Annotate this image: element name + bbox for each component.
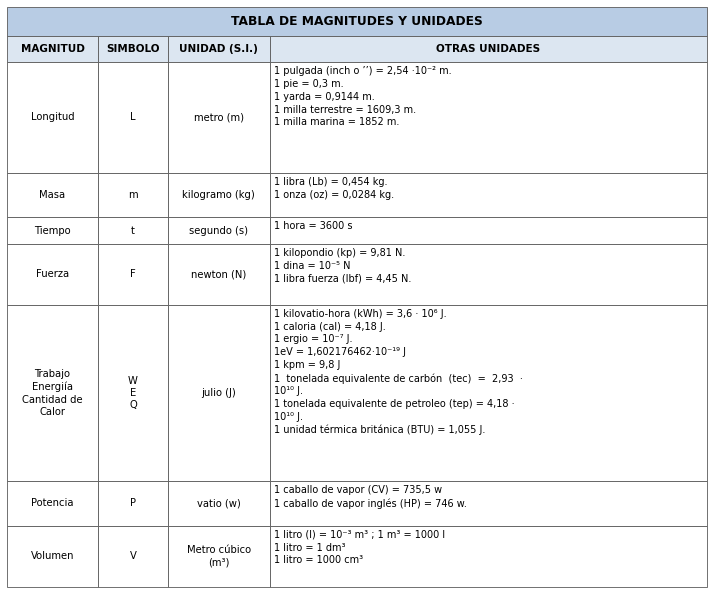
Bar bbox=[168, 305, 269, 481]
Bar bbox=[98, 305, 168, 481]
Bar bbox=[168, 62, 269, 173]
Text: 1 kilovatio-hora (kWh) = 3,6 · 10⁶ J.
1 caloria (cal) = 4,18 J.
1 ergio = 10⁻⁷ J: 1 kilovatio-hora (kWh) = 3,6 · 10⁶ J. 1 … bbox=[273, 309, 523, 435]
Text: m: m bbox=[129, 190, 138, 200]
Bar bbox=[98, 217, 168, 244]
Bar bbox=[168, 36, 269, 62]
Text: 1 kilopondio (kp) = 9,81 N.
1 dina = 10⁻⁵ N
1 libra fuerza (lbf) = 4,45 N.: 1 kilopondio (kp) = 9,81 N. 1 dina = 10⁻… bbox=[273, 248, 411, 283]
Bar bbox=[168, 173, 269, 217]
Text: 1 caballo de vapor (CV) = 735,5 w
1 caballo de vapor inglés (HP) = 746 w.: 1 caballo de vapor (CV) = 735,5 w 1 caba… bbox=[273, 485, 466, 508]
Text: OTRAS UNIDADES: OTRAS UNIDADES bbox=[436, 44, 540, 54]
Text: segundo (s): segundo (s) bbox=[189, 226, 248, 236]
Text: vatio (w): vatio (w) bbox=[197, 498, 241, 508]
Bar bbox=[98, 173, 168, 217]
Bar bbox=[269, 526, 707, 587]
Text: W
E
Q: W E Q bbox=[128, 375, 138, 410]
Text: Trabajo
Energiía
Cantidad de
Calor: Trabajo Energiía Cantidad de Calor bbox=[22, 369, 83, 417]
Bar bbox=[98, 526, 168, 587]
Bar bbox=[168, 244, 269, 305]
Bar bbox=[7, 526, 98, 587]
Bar bbox=[98, 36, 168, 62]
Bar bbox=[168, 217, 269, 244]
Bar bbox=[269, 244, 707, 305]
Text: Fuerza: Fuerza bbox=[36, 269, 69, 279]
Text: 1 litro (l) = 10⁻³ m³ ; 1 m³ = 1000 l
1 litro = 1 dm³
1 litro = 1000 cm³: 1 litro (l) = 10⁻³ m³ ; 1 m³ = 1000 l 1 … bbox=[273, 530, 445, 565]
Text: F: F bbox=[130, 269, 136, 279]
Bar bbox=[168, 481, 269, 526]
Text: Longitud: Longitud bbox=[31, 112, 74, 122]
Bar bbox=[269, 173, 707, 217]
Text: Metro cúbico
(m³): Metro cúbico (m³) bbox=[186, 545, 251, 568]
Bar bbox=[7, 62, 98, 173]
Text: UNIDAD (S.I.): UNIDAD (S.I.) bbox=[179, 44, 258, 54]
Text: L: L bbox=[130, 112, 136, 122]
Bar bbox=[7, 217, 98, 244]
Text: MAGNITUD: MAGNITUD bbox=[21, 44, 84, 54]
Text: V: V bbox=[129, 551, 136, 561]
Bar bbox=[269, 36, 707, 62]
Text: newton (N): newton (N) bbox=[191, 269, 246, 279]
Text: Masa: Masa bbox=[39, 190, 66, 200]
Bar bbox=[7, 36, 98, 62]
Text: Potencia: Potencia bbox=[31, 498, 74, 508]
Bar bbox=[7, 305, 98, 481]
Text: SIMBOLO: SIMBOLO bbox=[106, 44, 160, 54]
Text: metro (m): metro (m) bbox=[193, 112, 243, 122]
Bar bbox=[7, 244, 98, 305]
Bar bbox=[7, 7, 707, 36]
Text: kilogramo (kg): kilogramo (kg) bbox=[182, 190, 255, 200]
Text: julio (J): julio (J) bbox=[201, 388, 236, 398]
Bar bbox=[168, 526, 269, 587]
Text: 1 pulgada (inch o ’’) = 2,54 ·10⁻² m.
1 pie = 0,3 m.
1 yarda = 0,9144 m.
1 milla: 1 pulgada (inch o ’’) = 2,54 ·10⁻² m. 1 … bbox=[273, 67, 451, 128]
Bar bbox=[98, 244, 168, 305]
Bar bbox=[269, 305, 707, 481]
Bar bbox=[269, 62, 707, 173]
Text: Volumen: Volumen bbox=[31, 551, 74, 561]
Bar bbox=[98, 481, 168, 526]
Text: Tiempo: Tiempo bbox=[34, 226, 71, 236]
Bar bbox=[7, 481, 98, 526]
Text: 1 hora = 3600 s: 1 hora = 3600 s bbox=[273, 222, 352, 232]
Text: t: t bbox=[131, 226, 135, 236]
Bar bbox=[269, 481, 707, 526]
Text: P: P bbox=[130, 498, 136, 508]
Bar bbox=[269, 217, 707, 244]
Text: 1 libra (Lb) = 0,454 kg.
1 onza (oz) = 0,0284 kg.: 1 libra (Lb) = 0,454 kg. 1 onza (oz) = 0… bbox=[273, 176, 393, 200]
Text: TABLA DE MAGNITUDES Y UNIDADES: TABLA DE MAGNITUDES Y UNIDADES bbox=[231, 15, 483, 28]
Bar bbox=[98, 62, 168, 173]
Bar bbox=[7, 173, 98, 217]
